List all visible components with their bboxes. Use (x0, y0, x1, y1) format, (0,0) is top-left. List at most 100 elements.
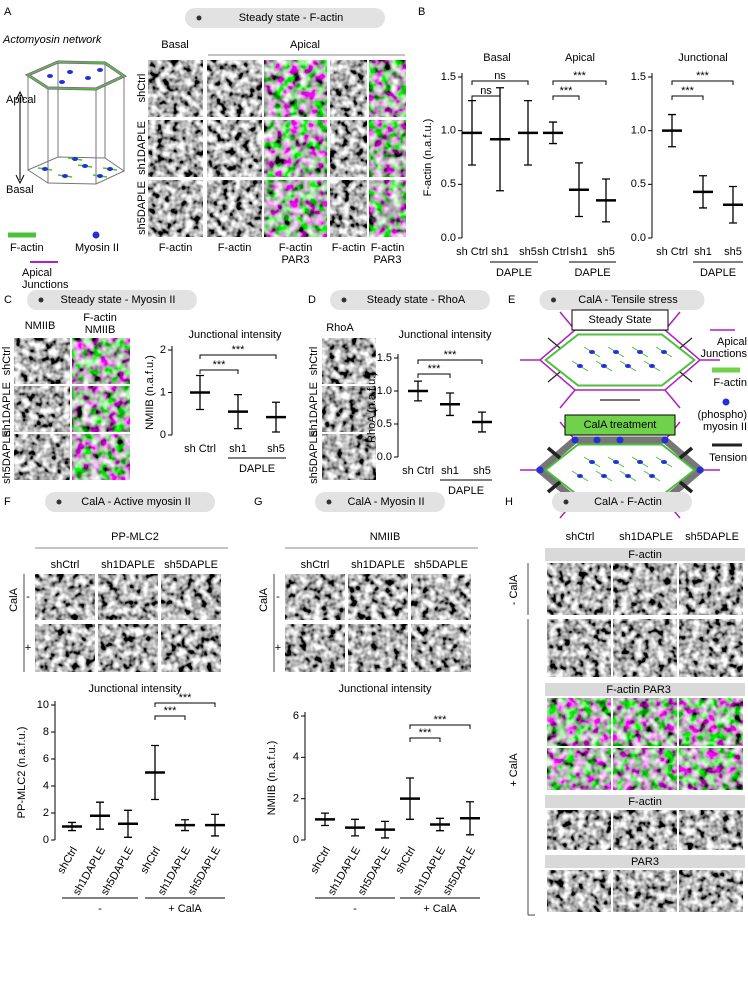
y-tick-label: 1 (160, 386, 166, 398)
label: F-actin (371, 242, 405, 254)
row-label: sh1DAPLE (308, 382, 320, 436)
x-tick-label: sh Ctrl (456, 246, 488, 258)
title-pill (27, 290, 197, 310)
label: F-actin (218, 242, 252, 254)
label: - CalA (508, 574, 520, 605)
micrograph (207, 180, 262, 237)
micrograph (322, 386, 376, 432)
myosin (589, 350, 595, 354)
chart-title: Junctional (678, 52, 728, 64)
y-tick-label: 1.5 (441, 71, 456, 83)
myosin (625, 364, 631, 368)
label: CalA (258, 587, 270, 612)
y-tick-label: 2 (43, 807, 49, 819)
micrograph (98, 574, 158, 620)
label: + (275, 642, 281, 654)
label: sh5DAPLE (164, 559, 218, 571)
micrograph (612, 869, 678, 913)
sig-bracket (671, 80, 734, 85)
micrograph (678, 869, 744, 913)
label: shCtrl (566, 531, 595, 543)
tension-arrow (546, 480, 562, 494)
y-axis-label: RhoA (n.a.f.u.) (366, 372, 378, 443)
y-axis-label: NMIIB (n.a.f.u.) (144, 355, 156, 430)
myosin (589, 460, 595, 464)
label: Junctions (701, 348, 748, 360)
label: Actomyosin network (2, 34, 102, 46)
panel-label: A (4, 6, 12, 18)
myosin (649, 364, 655, 368)
group-label: DAPLE (574, 267, 610, 279)
sig-label: *** (213, 359, 227, 371)
tension-arrow (547, 337, 561, 349)
title-pill (330, 290, 490, 310)
micrograph (348, 574, 408, 620)
x-tick-label: shCtrl (308, 845, 333, 876)
y-tick-label: 0.0 (631, 232, 646, 244)
bullet (563, 499, 569, 505)
x-tick-label: shCtrl (55, 845, 80, 876)
bullet (38, 297, 44, 303)
chart-title: Junctional intensity (189, 329, 282, 341)
label: Tension (709, 452, 747, 464)
micrograph (72, 434, 130, 480)
group-label: + CalA (168, 903, 202, 915)
label: NMIIB (85, 324, 116, 336)
tension-arrow (678, 480, 694, 494)
y-tick-label: 1.0 (441, 125, 456, 137)
micrograph (368, 179, 407, 238)
sig-label: *** (179, 692, 193, 704)
bullet (551, 297, 556, 303)
section-title: Apical (565, 52, 595, 64)
micrograph (72, 338, 130, 384)
sig-bracket (417, 373, 451, 378)
myosin (637, 350, 643, 354)
sig-bracket (409, 724, 471, 729)
myosin (613, 350, 619, 354)
y-tick-label: 0 (43, 834, 49, 846)
row-label: sh1DAPLE (1, 382, 13, 436)
title-pill (539, 290, 705, 310)
bullet (56, 499, 62, 505)
myosin (97, 174, 103, 178)
y-axis-label: PP-MLC2 (n.a.f.u.) (16, 727, 28, 819)
label: sh1DAPLE (351, 559, 405, 571)
sig-bracket (417, 359, 483, 364)
myosin (649, 474, 655, 478)
panel-label: H (505, 496, 513, 508)
y-tick-label: 0.0 (441, 232, 456, 244)
panel-title: Steady state - F-actin (239, 12, 344, 24)
panel-title: CalA - Myosin II (347, 496, 424, 508)
prism-top-actin (25, 60, 127, 91)
junction (559, 389, 576, 409)
micrograph (547, 698, 611, 746)
x-tick-label: shCtrl (393, 845, 418, 876)
micrograph (329, 59, 368, 118)
sig-label: *** (428, 363, 442, 375)
x-tick-label: sh5 (597, 246, 615, 258)
legend-dot (722, 398, 730, 406)
label: CalA treatment (584, 419, 657, 431)
x-tick-label: sh5 (724, 246, 742, 258)
label: F-actin (628, 549, 662, 561)
label: sh1DAPLE (619, 531, 673, 543)
micrograph (546, 747, 612, 791)
label: Apical (290, 39, 320, 51)
tension-arrow (547, 371, 561, 383)
myosin (85, 76, 91, 80)
label: F-actin (606, 684, 640, 696)
label: NMIIB (25, 320, 56, 332)
label: Apical (717, 336, 747, 348)
micrograph (14, 434, 70, 480)
x-tick-label: sh5 (267, 443, 285, 455)
row-label: shCtrl (308, 347, 320, 376)
x-tick-label: sh1 (229, 443, 247, 455)
micrograph (679, 563, 743, 615)
micrograph (679, 698, 743, 746)
label: sh5DAPLE (685, 531, 739, 543)
y-tick-label: 1.0 (631, 125, 646, 137)
x-tick-label: sh1 (570, 246, 588, 258)
tension-arrow (678, 446, 694, 460)
sig-label: *** (419, 727, 433, 739)
label: PAR3 (643, 684, 671, 696)
